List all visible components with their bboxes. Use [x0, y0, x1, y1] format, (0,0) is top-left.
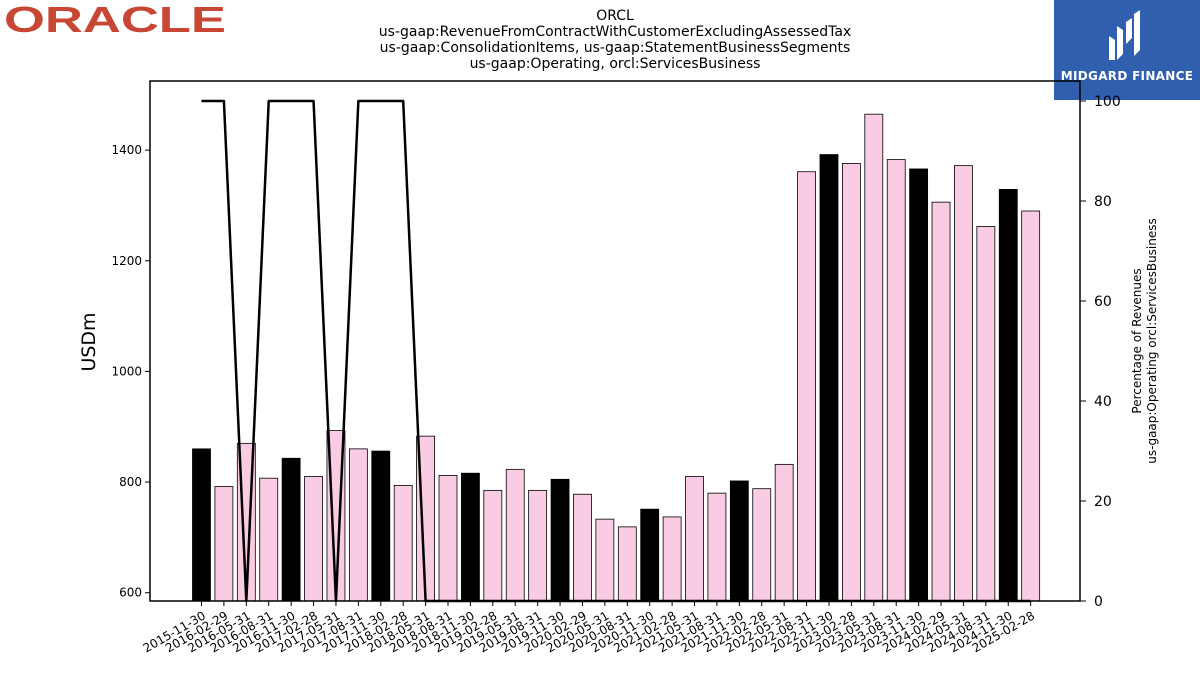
bar: [685, 476, 704, 602]
y-tick-label: 600: [119, 586, 142, 600]
bar: [259, 477, 279, 602]
x-axis: 2015-11-302016-02-292016-05-312016-08-31…: [141, 601, 1037, 655]
y2-label-line: Percentage of Revenues: [1130, 268, 1144, 413]
bar: [192, 448, 211, 602]
bar: [707, 492, 727, 602]
plot-frame: [149, 80, 1081, 602]
bar: [640, 508, 660, 602]
y2-label-line: us-gaap:Operating orcl:ServicesBusiness: [1145, 218, 1159, 463]
midgard-emblem-icon: [1109, 10, 1140, 60]
y-axis-right: 0 20 40 60 80 100: [1080, 94, 1121, 610]
bar: [438, 475, 458, 602]
bar: [595, 518, 615, 602]
bar: [976, 226, 996, 602]
bar: [617, 526, 637, 602]
bar: [304, 476, 323, 602]
bar: [348, 448, 368, 602]
percentage-line: [201, 99, 1031, 603]
oracle-logo: ORACLE: [4, 0, 228, 40]
bar: [819, 154, 839, 602]
bar: [483, 489, 503, 602]
bar: [998, 189, 1018, 602]
bar: [573, 493, 592, 602]
bar: [1021, 210, 1041, 602]
y-tick-label: 1200: [111, 254, 142, 268]
title-line: us-gaap:Operating, orcl:ServicesBusiness: [470, 56, 761, 72]
bar: [909, 168, 929, 602]
title-line: us-gaap:RevenueFromContractWithCustomerE…: [379, 24, 851, 40]
y2-tick-label: 100: [1094, 94, 1121, 110]
bar: [662, 516, 682, 602]
midgard-finance-logo: MIDGARD FINANCE: [1054, 0, 1200, 100]
midgard-finance-text: MIDGARD FINANCE: [1060, 69, 1194, 83]
bar: [752, 488, 772, 602]
bar: [931, 201, 951, 602]
bar: [214, 486, 234, 602]
bar: [550, 478, 570, 602]
y2-tick-label: 20: [1094, 494, 1112, 510]
bar: [371, 450, 391, 602]
chart-title: ORCLus-gaap:RevenueFromContractWithCusto…: [379, 8, 851, 72]
bar: [954, 165, 973, 602]
y-axis-label: USDm: [78, 312, 100, 371]
oracle-logo-text: ORACLE: [4, 2, 226, 36]
y2-tick-label: 0: [1094, 594, 1103, 610]
bar: [505, 468, 525, 602]
y2-tick-label: 80: [1094, 194, 1112, 210]
y2-axis-label: Percentage of Revenues us-gaap:Operating …: [1130, 218, 1159, 463]
bar: [461, 472, 480, 602]
bar: [729, 480, 749, 602]
title-line: ORCL: [596, 8, 634, 24]
percentage-line-group: [201, 99, 1031, 603]
bar: [774, 463, 794, 602]
bar: [393, 484, 413, 602]
y-axis-left: 600 800 1000 1200 1400: [111, 143, 150, 600]
bar: [281, 457, 301, 602]
y-tick-label: 1400: [111, 143, 142, 157]
bar: [841, 163, 861, 602]
bar: [864, 113, 884, 602]
bar: [797, 171, 816, 602]
bars-group: [192, 113, 1041, 602]
title-line: us-gaap:ConsolidationItems, us-gaap:Stat…: [380, 40, 851, 56]
y-tick-label: 1000: [111, 364, 142, 378]
y2-tick-label: 60: [1094, 294, 1112, 310]
y2-tick-label: 40: [1094, 394, 1112, 410]
y-tick-label: 800: [119, 475, 142, 489]
bar: [886, 159, 906, 602]
bar: [528, 489, 548, 602]
